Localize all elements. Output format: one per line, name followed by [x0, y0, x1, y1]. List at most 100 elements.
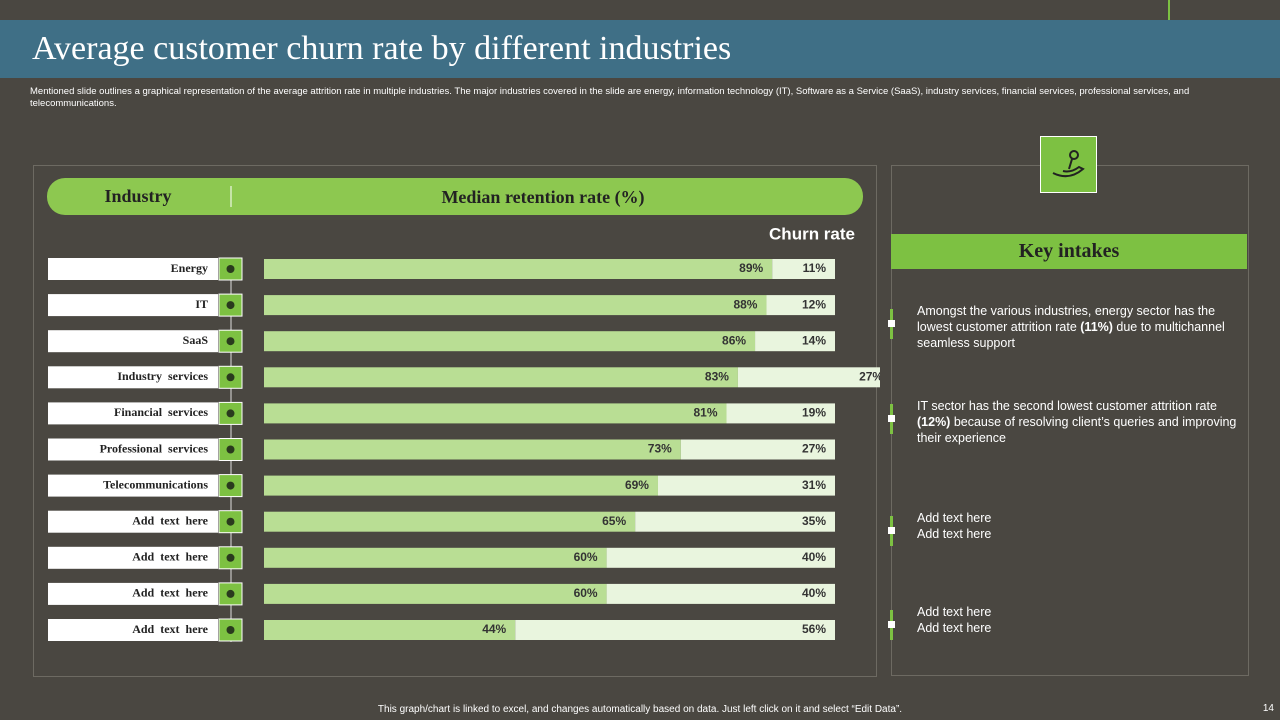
intake-point: IT sector has the second lowest customer… — [917, 398, 1237, 446]
value-label: 35% — [802, 514, 826, 528]
icon — [226, 373, 235, 382]
bar-segment — [606, 547, 835, 568]
value-label: 73% — [648, 442, 672, 456]
category-label: Add text here — [132, 586, 208, 600]
point-text: (12%) — [917, 415, 951, 429]
page-number: 14 — [1262, 703, 1274, 714]
category-label: SaaS — [183, 333, 209, 347]
point-text: IT sector has the second lowest customer… — [917, 399, 1217, 413]
category-label: IT — [195, 297, 208, 311]
value-label: 19% — [802, 406, 826, 420]
value-label: 14% — [802, 333, 826, 347]
value-header: Median retention rate (%) — [441, 187, 644, 208]
label-box — [48, 258, 218, 280]
intake-point: Amongst the various industries, energy s… — [917, 303, 1237, 351]
slide-title: Average customer churn rate by different… — [0, 20, 1280, 78]
icon — [226, 626, 235, 634]
value-label: 40% — [802, 550, 826, 564]
point-text: due to multichannel seamless support — [917, 320, 1225, 350]
category-label: Add text here — [132, 550, 208, 564]
value-label: 60% — [574, 550, 598, 564]
icon — [226, 481, 235, 490]
intake-point: Add text here Add text here — [917, 604, 1007, 636]
value-label: 69% — [625, 478, 649, 492]
value-label: 83% — [705, 369, 729, 383]
icon — [226, 301, 235, 310]
header-pill — [47, 178, 863, 215]
category-label: Financial services — [114, 405, 208, 419]
intakes-icon — [1040, 136, 1097, 193]
label-box — [48, 510, 218, 533]
bar-segment — [680, 439, 835, 460]
category-label: Professional services — [100, 441, 209, 455]
category-label: Add text here — [132, 513, 208, 527]
bar-segment — [264, 295, 767, 316]
value-label: 65% — [602, 514, 626, 528]
bar-segment — [264, 367, 738, 388]
label-box — [48, 474, 218, 497]
value-label: 86% — [722, 333, 746, 347]
value-label: 27% — [802, 442, 826, 456]
chart-panel — [33, 165, 877, 677]
category-label: Add text here — [132, 622, 208, 636]
point-text: Add text here Add text here — [917, 511, 992, 541]
icon — [226, 589, 235, 598]
value-label: 31% — [802, 478, 826, 492]
bar-segment — [264, 439, 681, 460]
icon — [1052, 150, 1085, 178]
point-text: Add text here Add text here — [917, 605, 992, 635]
category-header: Industry — [104, 186, 171, 206]
category-label: Industry services — [117, 369, 208, 383]
point-text: Amongst the various industries, energy s… — [917, 304, 1216, 334]
bar-segment — [606, 583, 835, 604]
point-marker — [888, 309, 895, 339]
icon — [226, 445, 235, 454]
bar-segment — [264, 259, 773, 279]
label-box — [48, 546, 218, 569]
bar-segment — [772, 259, 835, 279]
value-label: 12% — [802, 297, 826, 311]
label-box — [48, 582, 218, 605]
intake-point: Add text here Add text here — [917, 510, 1007, 542]
icon — [226, 553, 235, 562]
point-marker — [888, 516, 895, 546]
value-label: 60% — [574, 586, 598, 600]
category-label: Telecommunications — [103, 477, 208, 491]
value-label: 81% — [693, 406, 717, 420]
label-box — [48, 366, 218, 389]
icon — [226, 517, 235, 526]
intakes-heading: Key intakes — [891, 234, 1247, 269]
icon — [226, 337, 235, 346]
bar-segment — [657, 475, 835, 496]
point-text: because of resolving client’s queries an… — [917, 415, 1237, 445]
chart: Industry Median retention rate (%) Churn… — [47, 178, 880, 642]
bar-segment — [264, 475, 658, 496]
label-box — [48, 438, 218, 461]
bar-segment — [264, 583, 607, 604]
bar-segment — [635, 511, 835, 532]
point-text: (11%) — [1080, 320, 1113, 334]
bar-segment — [264, 620, 516, 640]
value-label: 89% — [739, 261, 763, 275]
value-label: 56% — [802, 622, 826, 636]
value-label: 40% — [802, 586, 826, 600]
point-marker — [888, 404, 895, 434]
bar-segment — [264, 511, 636, 532]
label-box — [48, 402, 218, 425]
bar-segment — [766, 295, 835, 316]
bar-segment — [264, 547, 607, 568]
point-marker — [888, 610, 895, 640]
value-label: 88% — [733, 297, 757, 311]
category-label: Energy — [171, 261, 208, 275]
bar-segment — [726, 403, 835, 424]
icon — [226, 409, 235, 418]
subtitle: Mentioned slide outlines a graphical rep… — [30, 86, 1190, 109]
footer: This graph/chart is linked to excel, and… — [377, 704, 903, 715]
value-label: 44% — [482, 622, 506, 636]
label-box — [48, 619, 218, 641]
value-label: 11% — [803, 261, 827, 275]
bar-segment — [264, 331, 756, 352]
label-box — [48, 330, 218, 353]
bar-segment — [755, 331, 835, 352]
